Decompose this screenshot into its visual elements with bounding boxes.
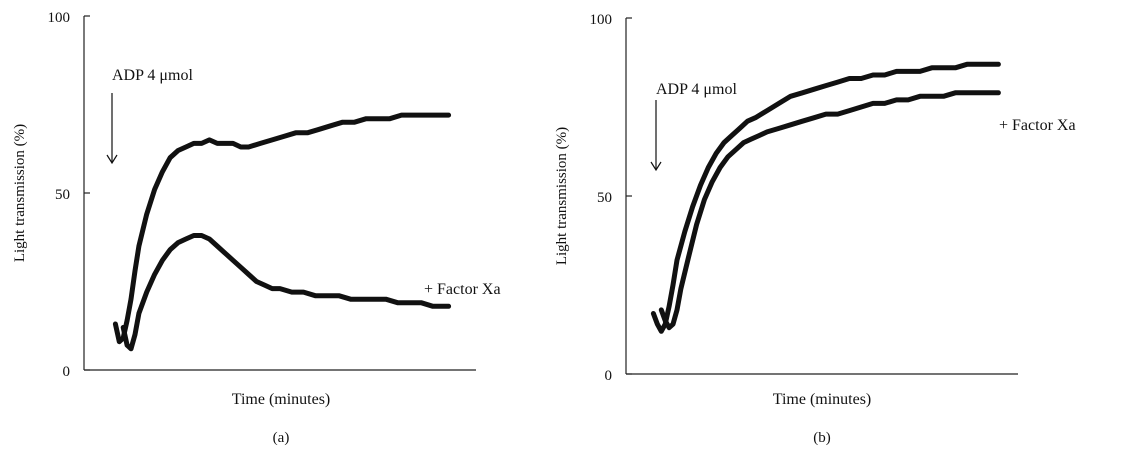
data-series xyxy=(650,61,1001,334)
factor-xa-label: + Factor Xa xyxy=(999,117,1076,134)
y-axis-label: Light transmission (%) xyxy=(12,124,28,262)
arrow-head-icon xyxy=(650,161,662,172)
data-series xyxy=(658,90,1001,331)
y-tick-label: 50 xyxy=(55,187,70,203)
y-tick-label: 0 xyxy=(63,364,71,380)
y-axis-label: Light transmission (%) xyxy=(554,127,570,265)
series-line-factor-xa xyxy=(120,233,452,352)
y-tick-label: 100 xyxy=(48,10,71,26)
panel-b: 100 50 0 Light transmission (%) Time (mi… xyxy=(554,12,1076,446)
panel-a: 100 50 0 Light transmission (%) Time (mi… xyxy=(12,10,501,446)
series-line-control xyxy=(112,112,452,345)
data-series xyxy=(112,112,452,345)
factor-xa-label: + Factor Xa xyxy=(424,281,501,298)
adp-annotation-label: ADP 4 μmol xyxy=(112,67,193,84)
y-tick-label: 100 xyxy=(590,12,613,28)
x-axis-label: Time (minutes) xyxy=(773,391,872,408)
data-series xyxy=(120,233,452,352)
arrow-head-icon xyxy=(106,154,118,165)
panel-label: (a) xyxy=(273,430,290,446)
series-line-control xyxy=(650,61,1001,334)
y-tick-label: 50 xyxy=(597,190,612,206)
adp-annotation-label: ADP 4 μmol xyxy=(656,81,737,98)
x-axis-label: Time (minutes) xyxy=(232,391,331,408)
adp-arrow-annotation: ADP 4 μmol xyxy=(106,67,193,165)
panel-label: (b) xyxy=(813,430,831,446)
y-tick-label: 0 xyxy=(605,368,613,384)
adp-arrow-annotation: ADP 4 μmol xyxy=(650,81,737,172)
series-line-factor-xa xyxy=(658,90,1001,331)
